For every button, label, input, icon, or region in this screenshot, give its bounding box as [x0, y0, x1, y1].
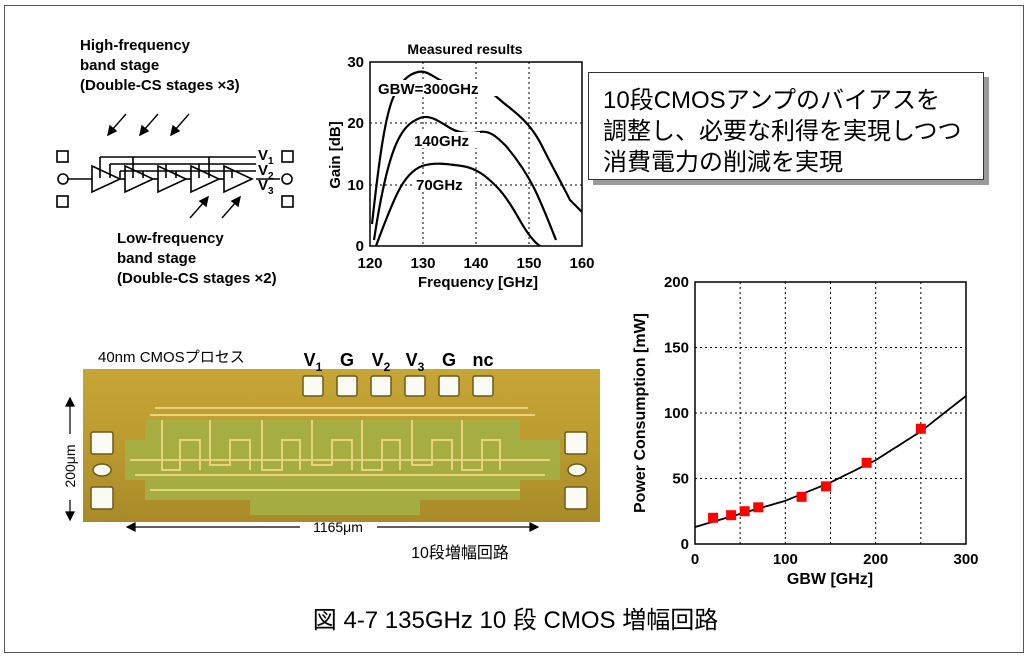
- high-band-label: High-frequency band stage (Double-CS sta…: [80, 36, 240, 96]
- chip-pad-label-g2: G: [442, 350, 456, 370]
- chip-pad-right-bottom: [564, 486, 588, 510]
- chip-pad-label-g1: G: [340, 350, 354, 370]
- gain-label-bg-1: [376, 80, 508, 96]
- low-band-label-line2: band stage: [117, 250, 197, 267]
- gain-y-tick-3: 20: [347, 115, 364, 132]
- gain-y-tick-2: 10: [347, 177, 364, 194]
- gain-chart-title: Measured results: [407, 41, 522, 57]
- callout-line-1: 10段CMOSアンプのバイアスを: [603, 87, 941, 114]
- chip-port-right: [567, 463, 587, 477]
- gain-chart: Measured results 120 130 140 150 160 0 1…: [327, 41, 595, 290]
- low-band-label-line3: (Double-CS stages ×2): [117, 270, 277, 287]
- chip-width-label: 1165μm: [313, 519, 363, 535]
- process-label: 40nm CMOSプロセス: [98, 349, 245, 366]
- high-band-label-line2: band stage: [80, 57, 160, 74]
- gain-curve-70ghz: [374, 162, 541, 247]
- gain-x-tick-4: 150: [516, 255, 541, 272]
- chip-pad-right-top: [564, 431, 588, 455]
- power-y-tick-1: 0: [681, 536, 689, 553]
- power-x-tick-4: 300: [953, 551, 978, 568]
- power-x-tick-3: 200: [863, 551, 888, 568]
- gain-curve-140ghz: [372, 115, 558, 241]
- gain-x-tick-3: 140: [463, 255, 488, 272]
- gain-label-bg-3: [414, 176, 474, 192]
- chip-pad-left-top: [90, 431, 114, 455]
- chip-height-label: 200μm: [62, 444, 78, 487]
- power-x-tick-2: 100: [773, 551, 798, 568]
- power-x-label: GBW [GHz]: [787, 571, 873, 588]
- power-data-point-4: [753, 502, 764, 513]
- gain-y-tick-4: 30: [347, 54, 364, 71]
- chip-pad-left-bottom: [90, 486, 114, 510]
- gain-label-bg-2: [412, 132, 480, 148]
- figure-caption: 図 4-7 135GHz 10 段 CMOS 増幅回路: [312, 607, 719, 634]
- gain-x-tick-5: 160: [569, 255, 594, 272]
- chip-port-left: [92, 463, 112, 477]
- power-x-tick-1: 0: [691, 551, 699, 568]
- callout-box: 10段CMOSアンプのバイアスを 調整し、必要な利得を実現しつつ 消費電力の削減…: [588, 72, 984, 180]
- power-data-point-5: [796, 491, 807, 502]
- power-y-tick-5: 200: [664, 274, 689, 291]
- callout-line-2: 調整し、必要な利得を実現しつつ: [603, 118, 962, 145]
- power-data-point-1: [708, 512, 719, 523]
- gain-x-label: Frequency [GHz]: [418, 274, 538, 290]
- power-data-point-2: [726, 510, 737, 521]
- power-data-point-3: [739, 506, 750, 517]
- chip-pad-label-nc: nc: [472, 350, 493, 370]
- power-data-point-8: [915, 423, 926, 434]
- power-y-tick-2: 50: [672, 471, 689, 488]
- high-band-label-line3: (Double-CS stages ×3): [80, 77, 240, 94]
- figure-frame: [4, 5, 1024, 653]
- gain-y-label: Gain [dB]: [327, 121, 344, 189]
- callout-line-3: 消費電力の削減を実現: [603, 149, 843, 176]
- power-grid: [695, 282, 966, 544]
- power-data-point-6: [820, 481, 831, 492]
- power-data-point-7: [861, 457, 872, 468]
- gain-curve-label-300: GBW=300GHz: [378, 81, 478, 98]
- power-y-tick-3: 100: [664, 405, 689, 422]
- gain-x-tick-1: 120: [357, 255, 382, 272]
- gain-x-tick-2: 130: [410, 255, 435, 272]
- high-band-label-line1: High-frequency: [80, 37, 191, 54]
- chip-amp-label: 10段増幅回路: [411, 544, 509, 562]
- amplifier-schematic: V1 V2 V3: [56, 113, 294, 219]
- gain-curve-label-70: 70GHz: [416, 177, 463, 194]
- power-y-label: Power Consumption [mW]: [632, 313, 649, 513]
- power-chart: 0 100 200 300 0 50 100 150 200 GBW [GHz] Power …: [632, 274, 979, 588]
- low-band-label-line1: Low-frequency: [117, 230, 224, 247]
- gain-curve-label-140: 140GHz: [414, 133, 469, 150]
- gain-y-tick-1: 0: [356, 238, 364, 255]
- low-band-label: Low-frequency band stage (Double-CS stag…: [117, 229, 277, 289]
- power-y-tick-4: 150: [664, 340, 689, 357]
- chip-photo: V1 G V2 V3 G nc 200μm 1165μm 10段増幅回路: [62, 350, 600, 562]
